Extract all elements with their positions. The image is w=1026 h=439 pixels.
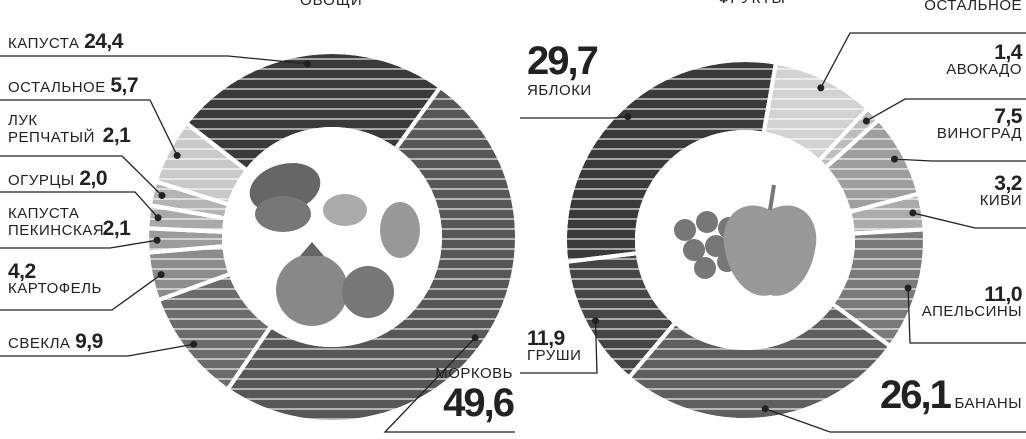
category-label: ОГУРЦЫ [8,172,75,189]
category-label: КАПУСТА ПЕКИНСКАЯ [8,205,105,239]
slice-label: 9,2 ОСТАЛЬНОЕ [924,0,1022,14]
slice-label: КАПУСТА 24,4 [8,30,123,53]
slice-label: МОРКОВЬ 49,6 [435,365,515,425]
leader-dot [157,271,165,279]
leader-dot [173,152,181,160]
leader-line [764,408,1026,433]
leader-dot [153,236,161,244]
category-label: ОСТАЛЬНОЕ [8,79,106,96]
slice-stripes [224,84,519,424]
leader-dot [761,405,769,413]
leader-dot [904,284,912,292]
leader-line [0,343,194,357]
leader-line [912,212,1026,229]
value-label: 11,9 [527,327,565,350]
value-label: 3,2 [994,172,1022,195]
value-label: 4,2 [8,260,36,283]
leader-dot [303,60,311,68]
category-label: СВЕКЛА [8,335,71,352]
leader-line [0,191,159,219]
slice-label: 3,2 КИВИ [979,172,1023,209]
category-label: КАРТОФЕЛЬ [8,280,102,297]
leader-line [0,55,308,65]
value-label: 7,5 [994,105,1022,128]
value-label: 9,9 [75,330,103,353]
slice-label: 1,4 АВОКАДО [946,41,1022,78]
category-label: АПЕЛЬСИНЫ [921,303,1022,320]
leader-dot [891,155,899,163]
leader-line [820,32,1026,89]
leader-dot [591,317,599,325]
leader-line [0,239,158,249]
category-label: БАНАНЫ [954,395,1022,412]
slice-label: КАПУСТА ПЕКИНСКАЯ 2,1 [8,205,158,239]
value-label: 2,1 [102,124,131,147]
slice-stripes [183,50,444,174]
slice-label: 4,2 КАРТОФЕЛЬ [8,260,102,297]
leader-dot [862,117,870,125]
leader-line [907,287,1026,344]
leader-line [894,158,1026,162]
category-label: ОСТАЛЬНОЕ [924,0,1022,14]
leader-dot [909,209,917,217]
slice-stripes [153,120,250,208]
value-label: 2,1 [102,217,131,240]
leader-dot [471,334,479,342]
slice-stripes [563,58,779,265]
slice-stripes [626,300,894,422]
category-label: КАПУСТА [8,35,80,52]
category-label: МОРКОВЬ [435,365,513,382]
slice-label: 29,7 ЯБЛОКИ [527,39,599,99]
category-label: ГРУШИ [527,347,582,364]
leader-line [383,337,515,433]
value-label: 29,7 [527,39,599,83]
icons [249,163,817,326]
category-label: КИВИ [979,192,1022,209]
leader-line [520,116,628,119]
value-label: 49,6 [443,381,515,425]
leader-line [866,98,1026,122]
value-label: 2,0 [79,167,108,190]
slice-label: СВЕКЛА 9,9 [8,330,103,353]
slice-label: ОСТАЛЬНОЕ 5,7 [8,74,139,97]
category-label: ВИНОГРАД [936,125,1022,142]
slice-label: 7,5 ВИНОГРАД [936,105,1023,142]
leader-dot [817,84,825,92]
leader-line [0,155,163,197]
category-label: ЛУК РЕПЧАТЫЙ [8,112,95,146]
leader-dot [158,192,166,200]
category-label: АВОКАДО [946,61,1022,78]
slice-label: ЛУК РЕПЧАТЫЙ 2,1 [8,112,158,146]
chart-title: ФРУКТЫ [718,0,786,7]
slice-label: 11,9 ГРУШИ [527,327,582,364]
slice-label: 11,0 АПЕЛЬСИНЫ [921,283,1023,320]
value-label: 5,7 [110,74,139,97]
slice-label: ОГУРЦЫ 2,0 [8,167,108,190]
chart-title: ОВОЩИ [300,0,363,9]
leader-line [0,274,162,311]
category-label: ЯБЛОКИ [527,82,592,99]
value-label: 11,0 [984,283,1022,306]
leader-line [0,99,178,156]
leader-dot [624,113,632,121]
leader-line [520,320,598,374]
leader-dot [190,340,198,348]
leader-dot [154,214,162,222]
value-label: 24,4 [84,30,123,53]
slice-stripes [564,250,679,381]
value-label: 1,4 [994,41,1022,64]
value-label: 26,1 [880,373,952,417]
slice-label: 26,1 БАНАНЫ [880,375,1022,415]
